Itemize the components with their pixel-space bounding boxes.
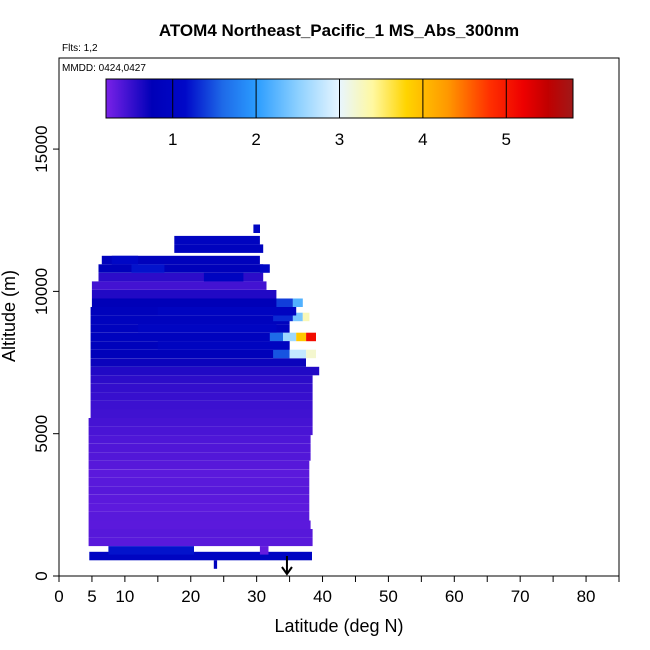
- heatmap-cell-55: [138, 324, 277, 333]
- heatmap-cell-37: [174, 244, 264, 253]
- y-tick-label-10000: 10000: [32, 268, 51, 315]
- heatmap-cell-47: [273, 312, 293, 322]
- x-axis: 0 5 10 20 30 40 50 60 70 80: [54, 576, 620, 606]
- heatmap-cells: [88, 224, 320, 569]
- heatmap-cell-13: [88, 452, 311, 461]
- heatmap-cell-20: [90, 392, 313, 401]
- heatmap-cell-11: [88, 469, 310, 478]
- latitude-marker: [281, 556, 293, 576]
- chart-title: ATOM4 Northeast_Pacific_1 MS_Abs_300nm: [159, 21, 519, 40]
- heatmap-cell-35: [98, 264, 264, 273]
- heatmap-cell-8: [88, 494, 310, 504]
- heatmap-cell-21: [90, 383, 313, 393]
- y-tick-label-15000: 15000: [32, 125, 51, 172]
- heatmap-cell-14: [88, 443, 311, 453]
- x-tick-label-60: 60: [445, 587, 464, 606]
- heatmap-cell-27: [90, 332, 290, 342]
- heatmap-cell-32: [91, 290, 277, 299]
- heatmap-cell-12: [88, 460, 310, 470]
- x-axis-title: Latitude (deg N): [274, 616, 403, 636]
- heatmap-cell-25: [90, 349, 290, 359]
- heatmap-cell-6: [88, 512, 310, 521]
- heatmap-cell-36: [101, 255, 260, 265]
- heatmap-cell-50: [273, 349, 290, 359]
- heatmap-cell-1: [108, 546, 194, 555]
- flights-label: Flts: 1,2: [62, 43, 98, 54]
- heatmap-cell-42: [283, 332, 297, 342]
- y-axis-title: Altitude (m): [0, 270, 19, 362]
- x-tick-label-0: 0: [54, 587, 63, 606]
- x-tick-label-70: 70: [511, 587, 530, 606]
- heatmap-cell-7: [88, 503, 310, 512]
- x-tick-label-5: 5: [87, 587, 96, 606]
- heatmap-cell-33: [91, 281, 267, 290]
- colorbar-tick-label-2: 2: [251, 130, 260, 149]
- x-tick-label-80: 80: [577, 587, 596, 606]
- heatmap-cell-48: [292, 312, 303, 322]
- heatmap-cell-22: [90, 375, 313, 384]
- heatmap-cell-24: [90, 358, 306, 367]
- heatmap-cell-0: [89, 551, 312, 561]
- heatmap-cell-39: [253, 224, 260, 233]
- heatmap-cell-15: [88, 435, 311, 444]
- heatmap-cell-5: [88, 520, 311, 529]
- heatmap-cell-9: [88, 486, 310, 495]
- colorbar-tick-label-5: 5: [502, 130, 511, 149]
- heatmap-cell-54: [157, 307, 297, 316]
- heatmap-cell-38: [174, 235, 260, 245]
- heatmap-cell-3: [88, 537, 313, 547]
- x-tick-label-40: 40: [313, 587, 332, 606]
- colorbar-tick-label-1: 1: [168, 130, 177, 149]
- x-tick-label-10: 10: [115, 587, 134, 606]
- heatmap-cell-59: [213, 560, 218, 569]
- heatmap-cell-57: [131, 264, 165, 273]
- heatmap-cell-34: [98, 272, 264, 282]
- y-tick-label-5000: 5000: [32, 415, 51, 453]
- heatmap-cell-52: [306, 349, 316, 359]
- y-axis: 0 5000 10000 15000: [32, 125, 59, 581]
- y-tick-label-0: 0: [32, 571, 51, 580]
- plot-frame: [58, 57, 620, 577]
- colorbar-tick-label-3: 3: [335, 130, 344, 149]
- marker-arrow-head: [281, 566, 293, 576]
- colorbar-tick-label-4: 4: [418, 130, 427, 149]
- heatmap-cell-16: [88, 426, 313, 436]
- x-tick-label-20: 20: [181, 587, 200, 606]
- heatmap-cell-10: [88, 477, 310, 487]
- x-tick-label-30: 30: [247, 587, 266, 606]
- dates-label: MMDD: 0424,0427: [62, 63, 146, 74]
- heatmap-cell-23: [90, 366, 320, 376]
- x-tick-label-50: 50: [379, 587, 398, 606]
- heatmap-cell-53: [157, 341, 290, 350]
- heatmap-cell-18: [90, 409, 313, 418]
- heatmap-cell-49: [302, 312, 310, 322]
- heatmap-cell-41: [269, 332, 283, 342]
- heatmap-cell-46: [292, 298, 303, 307]
- heatmap-cell-17: [88, 418, 313, 427]
- heatmap-cell-56: [111, 255, 139, 265]
- heatmap-cell-58: [203, 272, 244, 282]
- heatmap-cell-31: [91, 298, 290, 307]
- heatmap-cell-45: [276, 298, 293, 307]
- heatmap-cell-19: [90, 401, 313, 410]
- heatmap-cell-29: [90, 315, 290, 325]
- heatmap-cell-4: [88, 529, 313, 538]
- heatmap-cell-51: [289, 349, 307, 359]
- heatmap-cell-43: [296, 332, 307, 342]
- colorbar-ticks: 1 2 3 4 5: [168, 79, 511, 149]
- heatmap-cell-40: [259, 264, 270, 273]
- heatmap-cell-2: [259, 546, 269, 555]
- heatmap-cell-44: [306, 332, 316, 342]
